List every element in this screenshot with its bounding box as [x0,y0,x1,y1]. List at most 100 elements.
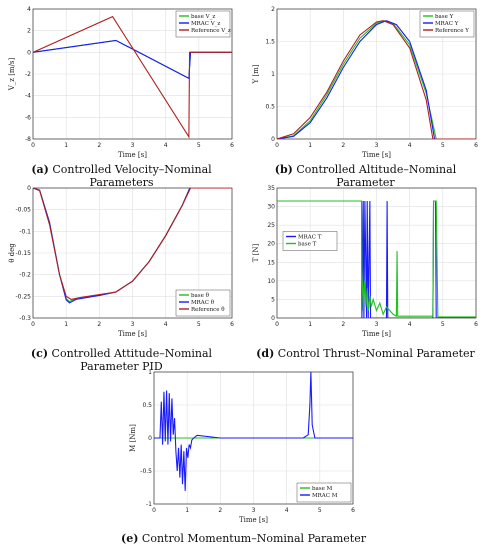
plot-frame [32,8,233,140]
y-tick-label: -2 [25,71,31,78]
y-tick-label: -0.05 [15,207,31,214]
caption-e-label: (e) [121,532,139,545]
chart-a-svg: 0 1 2 3 4 5 6 -8 -6 -4 -2 0 2 4 Time [s] V_z [m/s] base … [8,6,234,159]
y-tick-label: -0.25 [15,293,31,300]
caption-b-label: (b) [274,163,293,176]
plot-frame [276,8,477,140]
y-tick-label: -8 [25,136,31,143]
x-tick-label: 2 [341,142,345,149]
x-tick-label: 2 [97,142,101,149]
x-tick-label: 0 [152,507,156,514]
legend-label: base V_z [191,14,215,20]
y-tick-label: -0.1 [19,228,31,235]
y-tick-label: -0.5 [140,468,152,475]
series-line-1 [277,200,476,318]
x-tick-label: 0 [275,142,279,149]
plot-frame [32,187,233,319]
y-tick-label: -0.3 [19,315,31,322]
x-tick-label: 5 [197,142,201,149]
x-tick-label: 2 [218,507,222,514]
y-tick-label: -1 [146,501,152,508]
legend-label: MRAC V_z [191,21,220,27]
legend-label: base Y [435,14,454,20]
y-tick-label: 5 [271,296,275,303]
y-tick-label: -0.15 [15,250,31,257]
y-axis-label: Y [m] [252,64,260,84]
chart-e-svg: 0 1 2 3 4 5 6 -1 -0.5 0 0.5 1 Time [s] M [Nm] base MMR… [129,369,355,524]
x-tick-label: 4 [285,507,289,514]
caption-a-label: (a) [31,163,49,176]
y-tick-label: 0 [271,136,275,143]
chart-c-svg: 0 1 2 3 4 5 6 -0.3 -0.25 -0.2 -0.15 -0.1 -0.05 0 Time … [8,185,234,338]
series-line-1 [154,372,353,491]
y-tick-label: -4 [25,93,31,100]
x-tick-label: 6 [230,142,234,149]
y-tick-label: 35 [267,185,275,192]
caption-a: (a) Controlled Velocity–Nominal Paramete… [0,163,243,189]
y-tick-label: 1.5 [265,39,275,46]
x-tick-label: 5 [441,321,445,328]
legend-label: MRAC M [312,493,338,499]
caption-e-text: Control Momentum–Nominal Parameter [138,532,366,545]
x-axis-label: Time [s] [362,330,391,338]
caption-d-label: (d) [256,347,275,360]
legend-label: MRAC T [298,235,322,241]
x-axis-label: Time [s] [239,516,268,524]
legend-label: base θ [191,293,210,299]
x-tick-label: 1 [185,507,189,514]
y-tick-label: 10 [267,278,275,285]
legend-label: Reference Y [435,28,469,34]
y-tick-label: 30 [267,204,275,211]
chart-a: 0 1 2 3 4 5 6 -8 -6 -4 -2 0 2 4 Time [s] V_z [m/s] base … [5,3,240,163]
chart-e: 0 1 2 3 4 5 6 -1 -0.5 0 0.5 1 Time [s] M [Nm] base M MR… [126,366,361,528]
y-tick-label: -6 [25,114,31,121]
x-tick-label: 3 [375,321,379,328]
series-line-2 [33,15,232,139]
caption-e: (e) Control Momentum–Nominal Parameter [0,532,487,545]
x-axis-label: Time [s] [118,330,147,338]
y-tick-label: -0.2 [19,272,31,279]
caption-b-text: Controlled Altitude–Nominal Parameter [292,163,457,189]
x-tick-label: 2 [341,321,345,328]
y-tick-label: 0 [271,315,275,322]
y-tick-label: 1 [148,369,152,376]
series-line-1 [277,20,476,139]
chart-d-svg: 0 1 2 3 4 5 6 0 5 10 15 20 25 30 35 Time [s] T [N] MRAC T… [252,185,478,338]
x-tick-label: 0 [31,321,35,328]
y-tick-label: 4 [27,6,31,13]
x-tick-label: 4 [164,142,168,149]
x-tick-label: 5 [318,507,322,514]
x-tick-label: 4 [164,321,168,328]
x-tick-label: 0 [275,321,279,328]
x-tick-label: 0 [31,142,35,149]
x-axis-label: Time [s] [362,151,391,159]
y-axis-label: V_z [m/s] [8,57,16,91]
y-tick-label: 1 [271,71,275,78]
caption-d: (d) Control Thrust–Nominal Parameter [244,347,487,360]
caption-b: (b) Controlled Altitude–Nominal Paramete… [244,163,487,189]
x-tick-label: 1 [64,142,68,149]
y-axis-label: θ deg [8,243,16,263]
legend-label: base T [298,242,317,248]
y-tick-label: 20 [267,241,275,248]
y-tick-label: 0.5 [265,104,275,111]
x-tick-label: 4 [408,321,412,328]
x-tick-label: 1 [308,321,312,328]
x-tick-label: 3 [252,507,256,514]
legend-box [296,482,352,503]
y-axis-label: M [Nm] [129,424,137,452]
legend-box [282,231,338,251]
caption-d-text: Control Thrust–Nominal Parameter [274,347,475,360]
chart-d: 0 1 2 3 4 5 6 0 5 10 15 20 25 30 35 Time [s] T [N] MRAC T… [249,182,484,342]
x-tick-label: 6 [474,321,478,328]
chart-b-svg: 0 1 2 3 4 5 6 0 0.5 1 1.5 2 Time [s] Y [m] base YMRAC … [252,6,478,159]
caption-c-text: Controlled Attitude–Nominal Parameter PI… [48,347,213,373]
x-tick-label: 6 [474,142,478,149]
x-tick-label: 1 [64,321,68,328]
caption-c-label: (c) [30,347,49,360]
x-tick-label: 3 [131,142,135,149]
chart-c: 0 1 2 3 4 5 6 -0.3 -0.25 -0.2 -0.15 -0.1 -0.05 0 Time … [5,182,240,342]
